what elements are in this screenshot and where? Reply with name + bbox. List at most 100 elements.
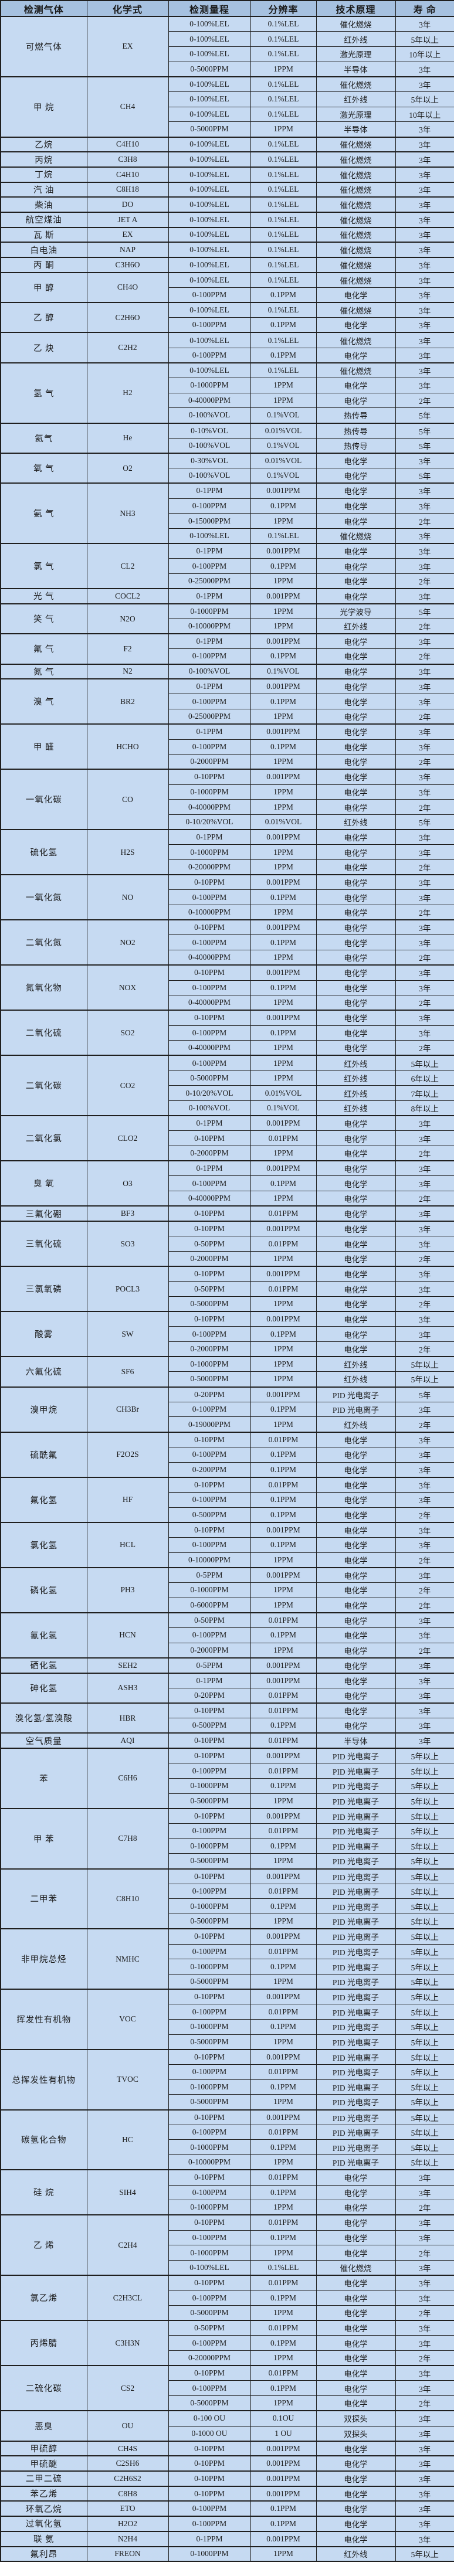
table-row: 0-5000PPM 1PPM 红外线 6年以上 <box>1 1070 454 1086</box>
principle-cell: PID 光电离子 <box>316 1973 396 1990</box>
principle-cell: 电化学 <box>316 2470 396 2487</box>
resolution-cell: 0.001PPM <box>250 633 317 650</box>
range-cell: 0-2000PPM <box>168 1146 251 1161</box>
principle-cell: PID 光电离子 <box>316 1868 396 1884</box>
resolution-cell: 0.01%VOL <box>250 452 317 469</box>
resolution-cell: 1PPM <box>250 2546 317 2562</box>
lifespan-cell: 3年 <box>395 136 454 152</box>
gas-name-cell: 硫酰氟 <box>0 1431 87 1478</box>
lifespan-cell: 3年 <box>395 874 454 891</box>
principle-cell: 电化学 <box>316 633 396 650</box>
lifespan-cell: 3年 <box>395 1010 454 1026</box>
gas-name-cell: 二甲苯 <box>0 1868 87 1929</box>
resolution-cell: 0.1%LEL <box>250 166 317 183</box>
table-row: 0-1000PPM 0.1PPM PID 光电离子 5年以上 <box>1 1778 454 1794</box>
resolution-cell: 0.01PPM <box>250 1236 317 1252</box>
resolution-cell: 0.1PPM <box>250 2290 317 2306</box>
range-cell: 0-10PPM <box>168 1521 251 1538</box>
table-row: 0-2000PPM 1PPM 电化学 2年 <box>1 1341 454 1357</box>
formula-cell: HF <box>86 1476 169 1523</box>
resolution-cell: 0.01PPM <box>250 1883 317 1899</box>
table-row: 氯化氢 HCL 0-10PPM 0.001PPM 电化学 3年 <box>0 1521 454 1568</box>
lifespan-cell: 2年 <box>395 2395 454 2411</box>
range-cell: 0-100PPM <box>168 498 251 514</box>
gas-name-cell: 航空煤油 <box>0 211 87 228</box>
principle-cell: 红外线 <box>316 91 396 107</box>
lifespan-cell: 3年 <box>395 1732 454 1749</box>
table-row: 0-100PPM 0.1PPM 电化学 3年 <box>1 498 454 514</box>
table-row: 0-100PPM 0.1PPM 电化学 3年 <box>1 1537 454 1553</box>
principle-cell: 电化学 <box>316 1266 396 1282</box>
table-row: 0-100%LEL 0.1%LEL 激光原理 10年以上 <box>1 106 454 123</box>
range-cell: 0-40000PPM <box>168 799 251 815</box>
table-row: 0-1000PPM 0.1PPM PID 光电离子 5年以上 <box>1 2018 454 2035</box>
range-cell: 0-6000PPM <box>168 1597 251 1613</box>
lifespan-cell: 3年 <box>395 1025 454 1041</box>
resolution-cell: 0.1PPM <box>250 980 317 996</box>
resolution-cell: 1PPM <box>250 392 317 409</box>
table-row: 0-5000PPM 1PPM 电化学 2年 <box>1 2305 454 2321</box>
range-cell: 0-10000PPM <box>168 2154 251 2170</box>
principle-cell: 电化学 <box>316 1341 396 1357</box>
resolution-cell: 0.1%LEL <box>250 106 317 123</box>
lifespan-cell: 2年 <box>395 754 454 770</box>
range-cell: 0-40000PPM <box>168 950 251 966</box>
resolution-cell: 1PPM <box>250 799 317 815</box>
lifespan-cell: 3年 <box>395 1446 454 1463</box>
range-cell: 0-5PPM <box>168 1566 251 1583</box>
principle-cell: 激光原理 <box>316 106 396 123</box>
principle-cell: 催化燃烧 <box>316 302 396 318</box>
range-cell: 0-100%LEL <box>168 302 251 318</box>
resolution-cell: 0.1PPM <box>250 934 317 951</box>
principle-cell: 电化学 <box>316 1642 396 1659</box>
principle-cell: 电化学 <box>316 1702 396 1719</box>
range-cell: 0-2000PPM <box>168 1250 251 1267</box>
table-row: 总挥发性有机物 TVOC 0-10PPM 0.001PPM PID 光电离子 5年以上 <box>0 2048 454 2111</box>
formula-cell: JET A <box>86 211 169 228</box>
gas-name-cell: 三氧化硫 <box>0 1220 87 1267</box>
table-row: 0-1000PPM 0.1PPM PID 光电离子 5年以上 <box>1 1898 454 1915</box>
lifespan-cell: 2年 <box>395 950 454 966</box>
gas-name-cell: 丙 酮 <box>0 257 87 273</box>
resolution-cell: 0.1OU <box>250 2410 317 2427</box>
table-row: 臭 氧 O3 0-1PPM 0.001PPM 电化学 3年 <box>0 1160 454 1207</box>
table-row: 0-5000PPM 1PPM PID 光电离子 5年以上 <box>1 2034 454 2050</box>
range-cell: 0-100%VOL <box>168 407 251 424</box>
resolution-cell: 1PPM <box>250 121 317 137</box>
table-row: 0-100PPM 0.01PPM PID 光电离子 5年以上 <box>1 2064 454 2080</box>
principle-cell: 催化燃烧 <box>316 226 396 243</box>
principle-cell: 电化学 <box>316 317 396 333</box>
table-row: 0-5000PPM 1PPM PID 光电离子 5年以上 <box>1 2094 454 2111</box>
resolution-cell: 0.1PPM <box>250 694 317 710</box>
gas-name-cell: 酸雾 <box>0 1311 87 1357</box>
principle-cell: 电化学 <box>316 1507 396 1523</box>
lifespan-cell: 5年以上 <box>395 1898 454 1915</box>
formula-cell: He <box>86 422 169 454</box>
table-row: 0-10/20%VOL 0.01%VOL 红外线 7年以上 <box>1 1085 454 1101</box>
resolution-cell: 0.1%LEL <box>250 362 317 378</box>
resolution-cell: 0.001PPM <box>250 482 317 499</box>
range-cell: 0-5000PPM <box>168 2034 251 2050</box>
formula-cell: C3H6O <box>86 257 169 273</box>
gas-name-cell: 氮 气 <box>0 663 87 679</box>
lifespan-cell: 5年 <box>395 422 454 439</box>
principle-cell: 电化学 <box>316 1146 396 1161</box>
principle-cell: 催化燃烧 <box>316 528 396 544</box>
gas-name-cell: 砷化氢 <box>0 1672 87 1704</box>
lifespan-cell: 3年 <box>395 2455 454 2472</box>
principle-cell: 电化学 <box>316 709 396 725</box>
lifespan-cell: 5年以上 <box>395 2048 454 2065</box>
principle-cell: PID 光电离子 <box>316 1778 396 1794</box>
table-row: 硫化氢 H2S 0-1PPM 0.001PPM 电化学 3年 <box>0 829 454 875</box>
table-row: 苯 C6H6 0-10PPM 0.001PPM PID 光电离子 5年以上 <box>0 1748 454 1809</box>
range-cell: 0-1000PPM <box>168 2018 251 2035</box>
lifespan-cell: 3年 <box>395 1491 454 1508</box>
formula-cell: HCL <box>86 1521 169 1568</box>
lifespan-cell: 5年以上 <box>395 2079 454 2095</box>
table-row: 0-10000PPM 1PPM PID 光电离子 5年以上 <box>1 2154 454 2170</box>
principle-cell: PID 光电离子 <box>316 1898 396 1915</box>
lifespan-cell: 3年 <box>395 498 454 514</box>
gas-name-cell: 二硫化碳 <box>0 2365 87 2411</box>
range-cell: 0-10PPM <box>168 1989 251 2005</box>
lifespan-cell: 3年 <box>395 226 454 243</box>
